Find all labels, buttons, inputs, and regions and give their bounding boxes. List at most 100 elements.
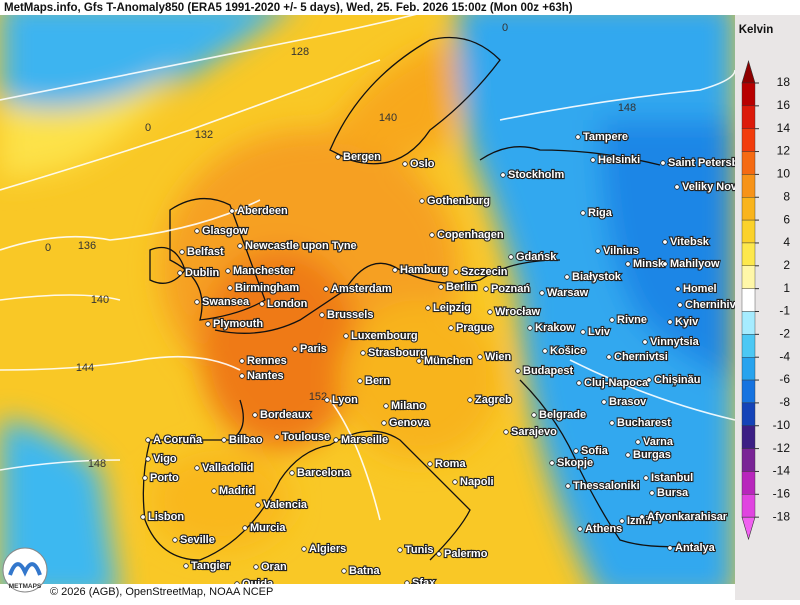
- city-dot: [381, 420, 387, 426]
- city-label: Chernivtsi: [614, 351, 668, 363]
- city-dot: [515, 368, 521, 374]
- city-label: Cluj-Napoca: [584, 377, 649, 389]
- city-label: Riga: [588, 207, 613, 219]
- city-label: Zagreb: [475, 394, 512, 406]
- city-label: Sofia: [581, 445, 609, 457]
- city-label: Prague: [456, 322, 493, 334]
- colorbar-label: -10: [773, 418, 791, 432]
- city-dot: [565, 483, 571, 489]
- city-label: Helsinki: [598, 154, 640, 166]
- city-dot: [429, 232, 435, 238]
- city-label: Gdańsk: [516, 251, 557, 263]
- city-label: Leipzig: [433, 302, 471, 314]
- colorbar-label: -2: [779, 327, 790, 341]
- colorbar-band: [741, 82, 756, 107]
- city-dot: [438, 284, 444, 290]
- colorbar-label: 8: [783, 189, 790, 203]
- city-dot: [259, 301, 265, 307]
- city-dot: [639, 514, 645, 520]
- colorbar-label: -18: [773, 509, 791, 523]
- city-dot: [416, 358, 422, 364]
- city-dot: [662, 239, 668, 245]
- city-dot: [229, 208, 235, 214]
- city-label: Warsaw: [547, 287, 589, 299]
- contour-label: 0: [502, 22, 508, 34]
- colorbar-band: [741, 242, 756, 266]
- logo: METMAPS: [2, 547, 48, 593]
- title-bar: [0, 0, 800, 15]
- city-label: Tunis: [405, 544, 434, 556]
- city-label: Algiers: [309, 543, 346, 555]
- city-dot: [483, 286, 489, 292]
- city-label: Bilbao: [229, 434, 263, 446]
- city-label: Murcia: [250, 522, 286, 534]
- city-dot: [477, 354, 483, 360]
- city-label: London: [267, 298, 308, 310]
- contour-label: 136: [78, 240, 96, 252]
- city-dot: [580, 329, 586, 335]
- city-dot: [360, 350, 366, 356]
- city-label: Bern: [365, 375, 390, 387]
- city-label: Chernihiv: [685, 299, 737, 311]
- city-label: Brasov: [609, 396, 647, 408]
- city-label: Palermo: [444, 548, 488, 560]
- city-dot: [301, 546, 307, 552]
- city-dot: [500, 172, 506, 178]
- contour-label: 140: [379, 112, 397, 124]
- city-dot: [590, 157, 596, 163]
- colorbar-band: [741, 151, 756, 175]
- city-label: Košice: [550, 345, 586, 357]
- city-label: Oran: [261, 561, 287, 573]
- city-label: Valencia: [263, 499, 308, 511]
- colorbar-band: [741, 471, 756, 495]
- city-dot: [649, 490, 655, 496]
- colorbar-label: -12: [773, 441, 791, 455]
- city-label: Afyonkarahisar: [647, 511, 728, 523]
- city-dot: [211, 488, 217, 494]
- city-label: Thessaloniki: [573, 480, 640, 492]
- city-dot: [227, 285, 233, 291]
- city-dot: [625, 261, 631, 267]
- city-label: Marseille: [341, 434, 388, 446]
- city-label: Izmir: [627, 515, 653, 527]
- city-label: Tampere: [583, 131, 628, 143]
- city-label: Bucharest: [617, 417, 671, 429]
- city-label: Tangier: [191, 560, 231, 572]
- colorbar-band: [741, 288, 756, 312]
- city-label: Paris: [300, 343, 327, 355]
- city-dot: [140, 514, 146, 520]
- city-label: Antalya: [675, 542, 716, 554]
- city-dot: [289, 470, 295, 476]
- city-dot: [333, 437, 339, 443]
- colorbar-band: [741, 379, 756, 404]
- colorbar-label: 12: [777, 144, 791, 158]
- city-dot: [221, 437, 227, 443]
- colorbar: 18 16 14 12 10 8 6 4 2 1 -1 -2 -4 -6 -8 -10 -12 -14 -16 -18: [741, 59, 791, 541]
- city-label: Varna: [643, 436, 674, 448]
- city-label: Milano: [391, 400, 426, 412]
- city-label: Barcelona: [297, 467, 351, 479]
- city-dot: [660, 160, 666, 166]
- city-dot: [239, 373, 245, 379]
- city-dot: [142, 475, 148, 481]
- contour-label: 152: [309, 391, 327, 403]
- city-label: Oslo: [410, 158, 435, 170]
- city-dot: [397, 547, 403, 553]
- city-label: Madrid: [219, 485, 255, 497]
- city-dot: [508, 254, 514, 260]
- city-label: Dublin: [185, 267, 219, 279]
- city-dot: [531, 412, 537, 418]
- city-label: Szczecin: [461, 266, 508, 278]
- city-dot: [643, 475, 649, 481]
- city-label: Brussels: [327, 309, 373, 321]
- city-label: Mahilyow: [670, 258, 720, 270]
- city-label: Lisbon: [148, 511, 184, 523]
- city-dot: [194, 299, 200, 305]
- city-dot: [392, 267, 398, 273]
- city-label: Bergen: [343, 151, 381, 163]
- city-label: Saint Petersburg: [668, 157, 756, 169]
- city-dot: [145, 456, 151, 462]
- colorbar-label: 18: [777, 75, 791, 89]
- city-dot: [172, 537, 178, 543]
